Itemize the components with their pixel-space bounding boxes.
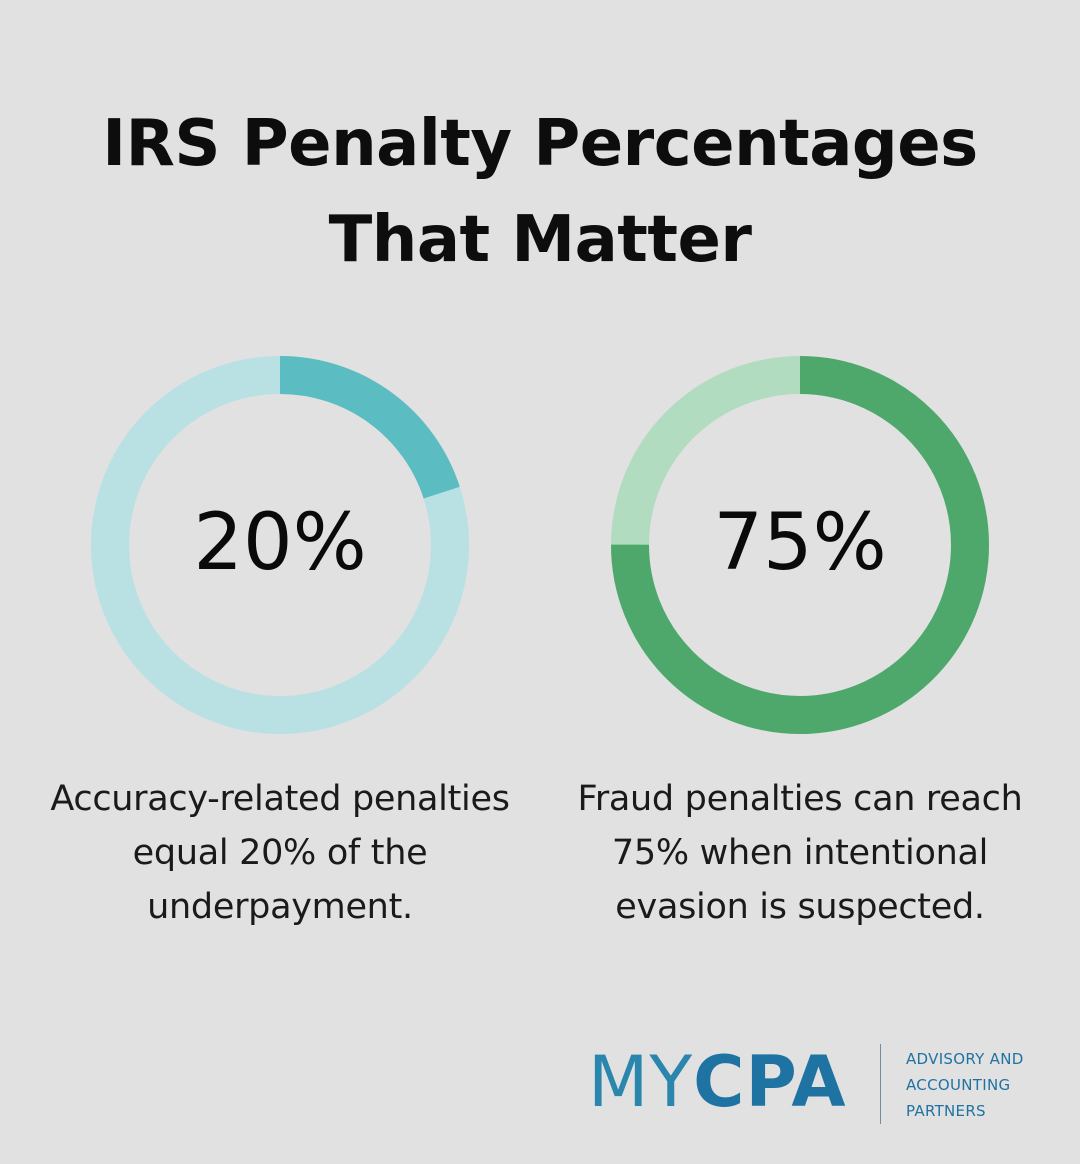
description-fraud-line-2: 75% when intentional bbox=[611, 833, 989, 873]
donut-svg-accuracy bbox=[91, 356, 469, 734]
donut-chart-accuracy bbox=[90, 355, 470, 735]
description-fraud-line-1: Fraud penalties can reach bbox=[577, 779, 1023, 819]
center-value-fraud: 75% bbox=[713, 498, 887, 588]
donut-svg-fraud bbox=[611, 356, 989, 734]
description-accuracy-line-3: underpayment. bbox=[147, 887, 413, 927]
donut-chart-fraud bbox=[610, 355, 990, 735]
logo-divider bbox=[880, 1044, 881, 1124]
logo-tagline-line-3: PARTNERS bbox=[906, 1102, 986, 1120]
logo-wordmark-cpa: CPA bbox=[693, 1041, 847, 1123]
description-fraud: Fraud penalties can reach 75% when inten… bbox=[540, 772, 1060, 934]
logo-tagline: ADVISORY AND ACCOUNTING PARTNERS bbox=[906, 1046, 1024, 1124]
donut-arc-fraud bbox=[611, 356, 989, 734]
brand-logo: MYCPA ADVISORY AND ACCOUNTING PARTNERS bbox=[588, 1040, 1058, 1130]
title-line-1: IRS Penalty Percentages bbox=[102, 107, 978, 181]
center-value-accuracy: 20% bbox=[193, 498, 367, 588]
description-fraud-line-3: evasion is suspected. bbox=[615, 887, 985, 927]
page-title: IRS Penalty Percentages That Matter bbox=[0, 96, 1080, 288]
logo-wordmark-my: MY bbox=[588, 1041, 694, 1123]
description-accuracy-line-2: equal 20% of the bbox=[132, 833, 428, 873]
logo-wordmark: MYCPA bbox=[588, 1042, 847, 1122]
logo-tagline-line-1: ADVISORY AND bbox=[906, 1050, 1024, 1068]
description-accuracy-line-1: Accuracy-related penalties bbox=[50, 779, 510, 819]
donut-arc-accuracy bbox=[91, 356, 469, 734]
logo-tagline-line-2: ACCOUNTING bbox=[906, 1076, 1011, 1094]
description-accuracy: Accuracy-related penalties equal 20% of … bbox=[20, 772, 540, 934]
title-line-2: That Matter bbox=[328, 203, 752, 277]
